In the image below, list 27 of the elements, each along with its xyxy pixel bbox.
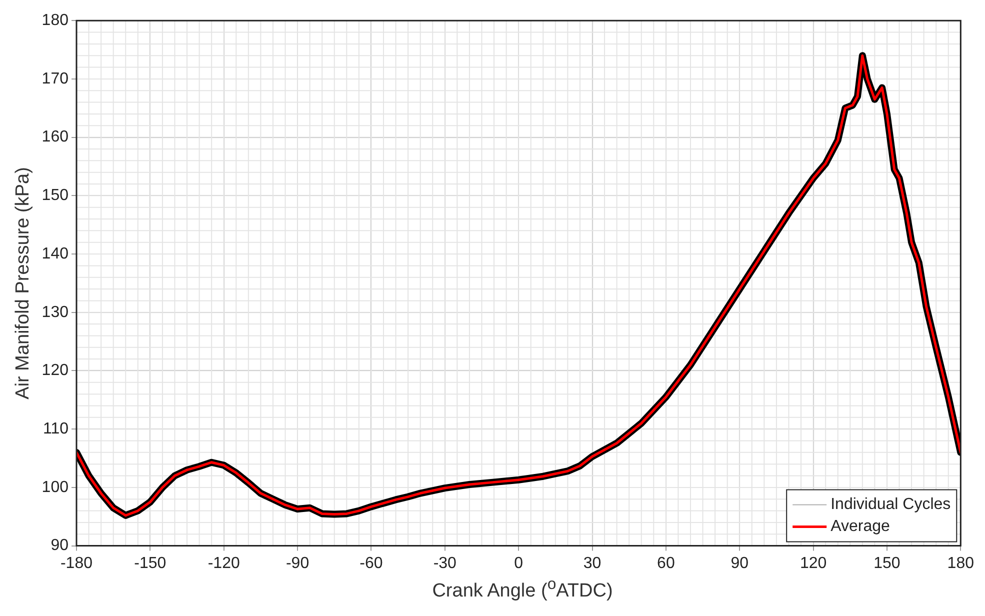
x-tick-label: -90 xyxy=(286,554,310,572)
y-tick-label: 130 xyxy=(42,304,69,321)
x-tick-label: 30 xyxy=(583,554,602,572)
x-tick-label: -60 xyxy=(360,554,383,572)
y-tick-label: 90 xyxy=(50,537,69,554)
x-tick-label: 120 xyxy=(800,554,827,572)
x-tick-label: -30 xyxy=(433,554,457,572)
y-tick-label: 150 xyxy=(42,187,69,204)
y-tick-label: 160 xyxy=(42,128,69,146)
y-tick-label: 110 xyxy=(42,420,69,438)
x-tick-label: 90 xyxy=(730,554,749,572)
x-tick-label: -120 xyxy=(208,554,240,572)
x-tick-label: 60 xyxy=(657,554,675,572)
y-tick-label: 180 xyxy=(42,12,69,30)
y-tick-label: 100 xyxy=(42,478,69,496)
x-tick-label: 180 xyxy=(947,554,974,572)
x-tick-label: -180 xyxy=(60,554,93,572)
x-axis-title: Crank Angle ($^{o}$ATDC) xyxy=(431,576,614,602)
x-tick-label: -150 xyxy=(134,554,166,572)
x-tick-label: 0 xyxy=(514,554,524,572)
text: Individual Cycles xyxy=(830,496,951,514)
x-tick-label: 150 xyxy=(874,554,900,572)
y-tick-label: 170 xyxy=(42,70,69,88)
y-tick-label: 120 xyxy=(42,362,69,380)
legend-label: Average xyxy=(830,518,890,536)
y-axis-title: Air Manifold Pressure (kPa) xyxy=(12,167,34,400)
y-tick-label: 140 xyxy=(42,245,69,262)
